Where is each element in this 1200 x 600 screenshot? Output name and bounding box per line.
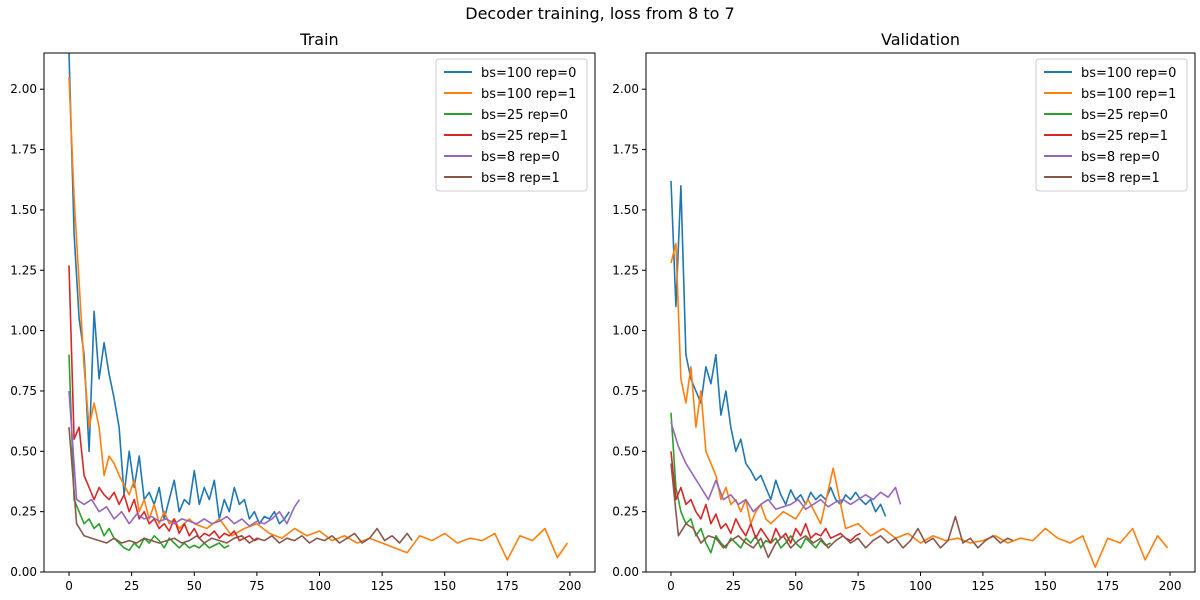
y-tick-label: 0.25 — [612, 505, 639, 519]
legend-label: bs=8 rep=0 — [481, 150, 560, 165]
y-tick-label: 1.25 — [612, 263, 639, 277]
y-tick-label: 1.00 — [10, 324, 37, 338]
series-line-bs-100-rep-1 — [670, 242, 1169, 569]
y-tick-label: 0.00 — [612, 565, 639, 579]
y-tick-label: 0.75 — [612, 384, 639, 398]
legend-label: bs=100 rep=1 — [481, 87, 576, 102]
panel-title: Validation — [881, 30, 960, 49]
legend-label: bs=25 rep=0 — [481, 108, 568, 123]
x-tick-label: 175 — [1096, 579, 1119, 593]
legend-label: bs=100 rep=0 — [481, 66, 576, 81]
x-tick-label: 25 — [124, 579, 139, 593]
x-tick-label: 25 — [726, 579, 741, 593]
series-line-bs-8-rep-0 — [68, 390, 301, 527]
panel-title: Train — [299, 30, 338, 49]
legend-label: bs=25 rep=1 — [1081, 129, 1168, 144]
series-line-bs-25-rep-1 — [670, 451, 861, 544]
legend-label: bs=25 rep=1 — [481, 129, 568, 144]
y-tick-label: 1.75 — [612, 143, 639, 157]
legend: bs=100 rep=0 bs=100 rep=1 bs=25 rep=0 bs=25… — [1035, 58, 1188, 192]
x-tick-label: 150 — [1034, 579, 1057, 593]
series-line-bs-25-rep-0 — [68, 354, 230, 552]
legend: bs=100 rep=0 bs=100 rep=1 bs=25 rep=0 bs=25… — [435, 58, 588, 192]
series-line-bs-100-rep-0 — [68, 53, 291, 525]
series-line-bs-8-rep-0 — [670, 422, 902, 513]
legend-label: bs=8 rep=1 — [1081, 171, 1160, 186]
y-tick-label: 1.00 — [612, 324, 639, 338]
x-tick-label: 175 — [496, 579, 519, 593]
validation-panel: Validation 0 25 50 75 100 125 150 175 200 0.00 0.25… — [612, 30, 1196, 593]
train-panel: Train 0 25 50 75 100 125 150 175 200 0.00 0.25 0.50 0… — [10, 30, 596, 593]
x-tick-label: 50 — [788, 579, 803, 593]
y-tick-label: 0.75 — [10, 384, 37, 398]
y-tick-label: 0.25 — [10, 505, 37, 519]
x-tick-label: 125 — [971, 579, 994, 593]
series-line-bs-25-rep-0 — [670, 412, 832, 554]
series-line-bs-8-rep-1 — [670, 463, 1014, 559]
legend-label: bs=100 rep=1 — [1081, 87, 1176, 102]
legend-box — [1035, 58, 1188, 192]
legend-label: bs=25 rep=0 — [1081, 108, 1168, 123]
series-line-bs-25-rep-1 — [68, 265, 260, 542]
series-line-bs-100-rep-1 — [68, 77, 569, 561]
y-tick-label: 2.00 — [612, 82, 639, 96]
y-tick-label: 1.75 — [10, 143, 37, 157]
x-tick-label: 75 — [249, 579, 264, 593]
series-line-bs-100-rep-0 — [670, 180, 887, 517]
y-tick-label: 0.50 — [612, 444, 639, 458]
legend-label: bs=8 rep=1 — [481, 171, 560, 186]
x-tick-label: 150 — [433, 579, 456, 593]
x-tick-label: 125 — [371, 579, 394, 593]
y-tick-label: 0.00 — [10, 565, 37, 579]
x-tick-label: 0 — [667, 579, 675, 593]
legend-label: bs=8 rep=0 — [1081, 150, 1160, 165]
x-tick-label: 50 — [187, 579, 202, 593]
y-tick-label: 1.25 — [10, 263, 37, 277]
y-tick-label: 1.50 — [10, 203, 37, 217]
x-tick-label: 100 — [909, 579, 932, 593]
x-tick-label: 200 — [559, 579, 582, 593]
series-line-bs-8-rep-1 — [68, 427, 413, 544]
legend-label: bs=100 rep=0 — [1081, 66, 1176, 81]
x-tick-label: 0 — [65, 579, 73, 593]
y-tick-label: 0.50 — [10, 444, 37, 458]
y-tick-label: 1.50 — [612, 203, 639, 217]
y-tick-label: 2.00 — [10, 82, 37, 96]
x-tick-label: 200 — [1159, 579, 1182, 593]
x-tick-label: 75 — [850, 579, 865, 593]
x-tick-label: 100 — [308, 579, 331, 593]
legend-box — [435, 58, 588, 192]
figure-suptitle: Decoder training, loss from 8 to 7 — [465, 4, 734, 23]
